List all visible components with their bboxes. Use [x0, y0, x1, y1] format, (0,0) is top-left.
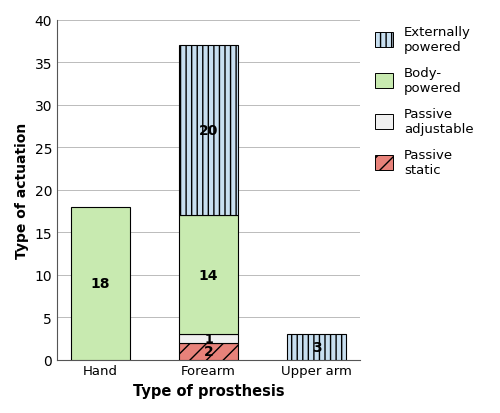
Y-axis label: Type of actuation: Type of actuation [15, 122, 29, 258]
Bar [179, 216, 238, 334]
Text: 1: 1 [204, 332, 213, 345]
Legend: Externally
powered, Body-
powered, Passive
adjustable, Passive
static: Externally powered, Body- powered, Passi… [370, 20, 479, 182]
Bar [179, 334, 238, 343]
Bar [287, 334, 346, 360]
Text: 2: 2 [204, 344, 214, 358]
Text: 3: 3 [312, 340, 322, 354]
Text: 20: 20 [199, 124, 218, 138]
Bar [179, 343, 238, 360]
Bar [179, 46, 238, 216]
Text: 18: 18 [91, 276, 110, 290]
Bar [71, 207, 130, 360]
Text: 14: 14 [199, 268, 218, 282]
X-axis label: Type of prosthesis: Type of prosthesis [132, 383, 284, 398]
